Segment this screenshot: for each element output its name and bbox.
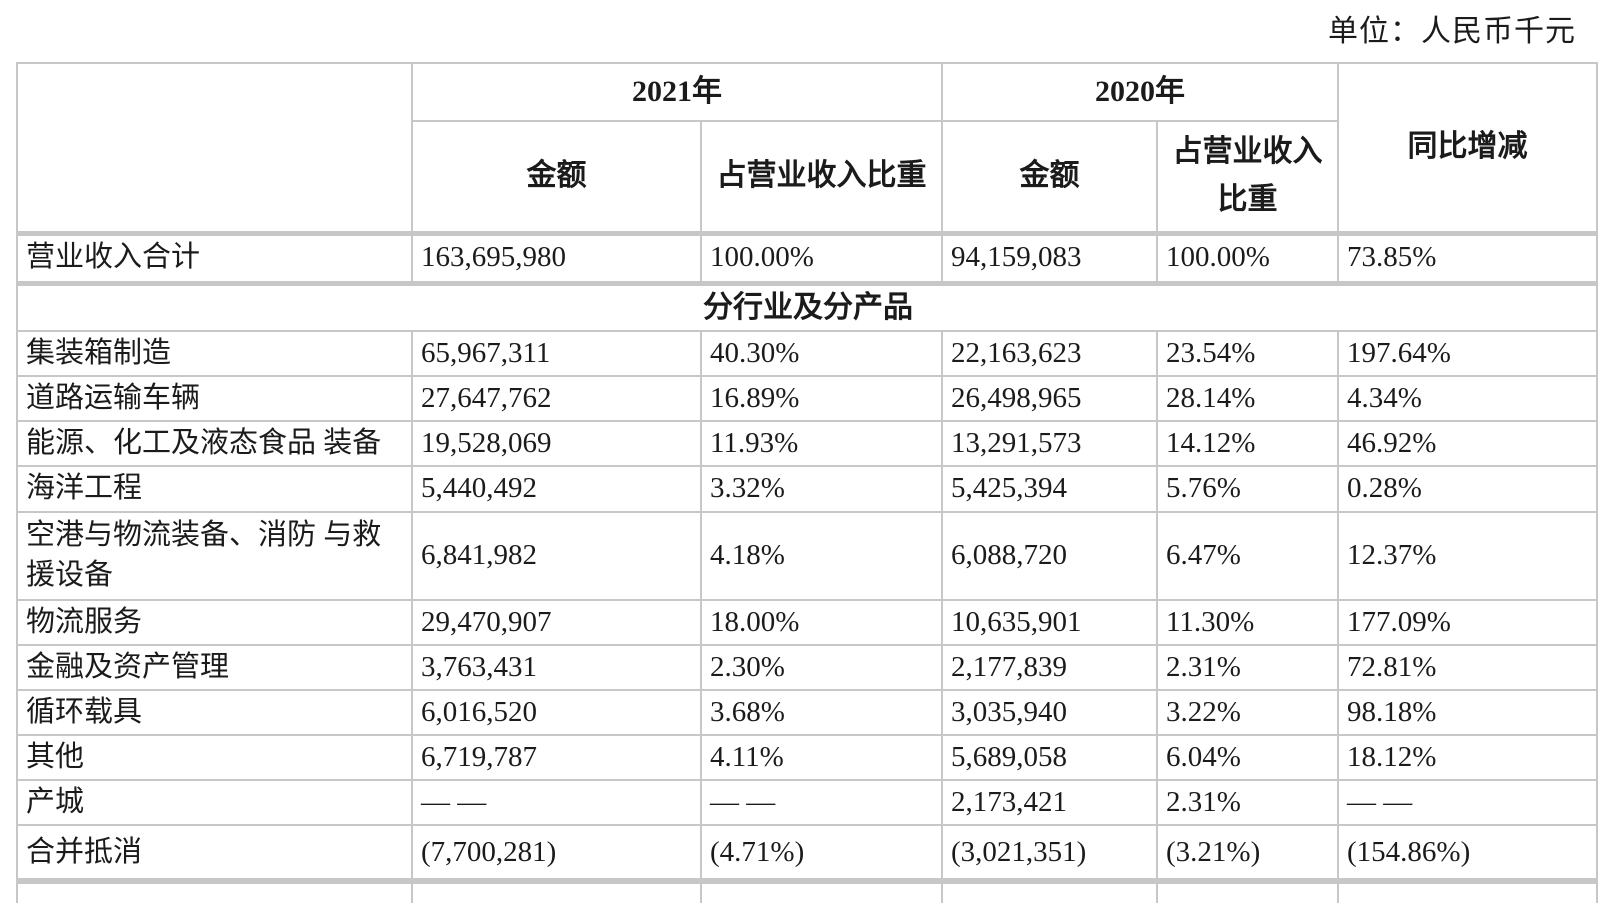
yoy-cell: 98.18% (1337, 688, 1598, 736)
amount-2020-cell: 6,088,720 (941, 510, 1158, 601)
header-empty-cell (16, 62, 413, 236)
row-label: 合并抵消 (16, 824, 413, 885)
ratio-2020-cell: 6.04% (1156, 733, 1339, 782)
section-title: 分行业及分产品 (16, 282, 1598, 332)
ratio-2020-cell: 5.76% (1156, 465, 1339, 513)
amount-2020-cell: 13,291,573 (941, 420, 1158, 468)
amount-2021-cell: 6,841,982 (411, 510, 702, 601)
ratio-2020-cell: 11.30% (1156, 598, 1339, 646)
row-label: 金融及资产管理 (16, 643, 413, 691)
table-row: 空港与物流装备、消防 与救援设备 6,841,982 4.18% 6,088,7… (16, 510, 1598, 601)
ratio-2020-cell: (3.21%) (1156, 824, 1339, 885)
amount-2021-cell: 27,647,762 (411, 375, 702, 423)
ratio-2020-cell: 100.00% (1156, 232, 1339, 286)
row-label: 能源、化工及液态食品 装备 (16, 420, 413, 468)
row-label: 海洋工程 (16, 465, 413, 513)
amount-2021-cell: 163,695,980 (411, 232, 702, 286)
yoy-cell: 73.85% (1337, 232, 1598, 286)
header-amount-2021: 金额 (411, 120, 702, 236)
section-header-row: 分行业及分产品 (16, 282, 1598, 332)
ratio-2021-cell: 3.32% (700, 465, 943, 513)
table-row: 能源、化工及液态食品 装备 19,528,069 11.93% 13,291,5… (16, 420, 1598, 468)
row-label: 产城 (16, 779, 413, 827)
ratio-2020-cell: 2.31% (1156, 643, 1339, 691)
ratio-2020-cell: 14.12% (1156, 420, 1339, 468)
yoy-cell: 12.37% (1337, 510, 1598, 601)
unit-label: 单位：人民币千元 (1328, 15, 1576, 48)
ratio-2020-cell: 6.47% (1156, 510, 1339, 601)
yoy-cell: 18.12% (1337, 733, 1598, 782)
yoy-cell: — — (1337, 779, 1598, 827)
table-row: 物流服务 29,470,907 18.00% 10,635,901 11.30%… (16, 598, 1598, 646)
header-year-2020: 2020年 (941, 62, 1339, 122)
table-row-total: 营业收入合计 163,695,980 100.00% 94,159,083 10… (16, 232, 1598, 286)
header-ratio-2021: 占营业收入比重 (700, 120, 943, 236)
row-label: 空港与物流装备、消防 与救援设备 (16, 510, 413, 601)
row-label: 物流服务 (16, 598, 413, 646)
header-amount-2020: 金额 (941, 120, 1158, 236)
header-yoy: 同比增减 (1337, 62, 1598, 236)
ratio-2020-cell: 2.31% (1156, 779, 1339, 827)
header-row-years: 2021年 2020年 同比增减 (16, 62, 1598, 236)
table-row: 循环载具 6,016,520 3.68% 3,035,940 3.22% 98.… (16, 688, 1598, 736)
amount-2020-cell: (3,021,351) (941, 824, 1158, 885)
ratio-2021-cell: 40.30% (700, 329, 943, 378)
table-row: 金融及资产管理 3,763,431 2.30% 2,177,839 2.31% … (16, 643, 1598, 691)
amount-2020-cell: 3,035,940 (941, 688, 1158, 736)
header-ratio-2020: 占营业收入比重 (1156, 120, 1339, 236)
yoy-cell: (154.86%) (1337, 824, 1598, 885)
amount-2021-cell: 5,440,492 (411, 465, 702, 513)
header-row-columns: 金额 占营业收入比重 金额 占营业收入比重 (17, 120, 1597, 236)
ratio-2021-cell: 18.00% (700, 598, 943, 646)
amount-2020-cell: 22,163,623 (941, 329, 1158, 378)
ratio-2021-cell: 4.18% (700, 510, 943, 601)
revenue-breakdown-table: 2021年 2020年 同比增减 金额 占营业收入比重 金额 占营业收入比重 营… (16, 62, 1598, 904)
row-label: 集装箱制造 (16, 329, 413, 378)
amount-2021-cell: — — (411, 779, 702, 827)
table-row: 海洋工程 5,440,492 3.32% 5,425,394 5.76% 0.2… (16, 465, 1598, 513)
amount-2021-cell: 65,967,311 (411, 329, 702, 378)
amount-2021-cell: 6,719,787 (411, 733, 702, 782)
ratio-2021-cell: 3.68% (700, 688, 943, 736)
table-row-clipped (16, 880, 1598, 904)
table-row: 道路运输车辆 27,647,762 16.89% 26,498,965 28.1… (16, 375, 1598, 423)
yoy-cell: 72.81% (1337, 643, 1598, 691)
amount-2020-cell: 94,159,083 (941, 232, 1158, 286)
table-row: 集装箱制造 65,967,311 40.30% 22,163,623 23.54… (16, 329, 1598, 378)
amount-2021-cell: 29,470,907 (411, 598, 702, 646)
ratio-2021-cell: 2.30% (700, 643, 943, 691)
table-row: 合并抵消 (7,700,281) (4.71%) (3,021,351) (3.… (16, 824, 1598, 885)
row-label: 营业收入合计 (16, 232, 413, 286)
ratio-2021-cell: 16.89% (700, 375, 943, 423)
amount-2020-cell: 26,498,965 (941, 375, 1158, 423)
row-label: 循环载具 (16, 688, 413, 736)
amount-2021-cell: (7,700,281) (411, 824, 702, 885)
ratio-2021-cell: 11.93% (700, 420, 943, 468)
ratio-2021-cell: 100.00% (700, 232, 943, 286)
ratio-2020-cell: 28.14% (1156, 375, 1339, 423)
ratio-2021-cell: 4.11% (700, 733, 943, 782)
amount-2020-cell: 5,425,394 (941, 465, 1158, 513)
yoy-cell: 177.09% (1337, 598, 1598, 646)
amount-2020-cell: 2,173,421 (941, 779, 1158, 827)
amount-2021-cell: 19,528,069 (411, 420, 702, 468)
row-label: 道路运输车辆 (16, 375, 413, 423)
yoy-cell: 46.92% (1337, 420, 1598, 468)
ratio-2020-cell: 3.22% (1156, 688, 1339, 736)
yoy-cell: 197.64% (1337, 329, 1598, 378)
table-row: 其他 6,719,787 4.11% 5,689,058 6.04% 18.12… (16, 733, 1598, 782)
yoy-cell: 0.28% (1337, 465, 1598, 513)
row-label: 其他 (16, 733, 413, 782)
amount-2020-cell: 10,635,901 (941, 598, 1158, 646)
header-year-2021: 2021年 (411, 62, 943, 122)
table-row: 产城 — — — — 2,173,421 2.31% — — (16, 779, 1598, 827)
amount-2021-cell: 6,016,520 (411, 688, 702, 736)
amount-2020-cell: 2,177,839 (941, 643, 1158, 691)
ratio-2021-cell: — — (700, 779, 943, 827)
ratio-2021-cell: (4.71%) (700, 824, 943, 885)
amount-2020-cell: 5,689,058 (941, 733, 1158, 782)
amount-2021-cell: 3,763,431 (411, 643, 702, 691)
ratio-2020-cell: 23.54% (1156, 329, 1339, 378)
yoy-cell: 4.34% (1337, 375, 1598, 423)
